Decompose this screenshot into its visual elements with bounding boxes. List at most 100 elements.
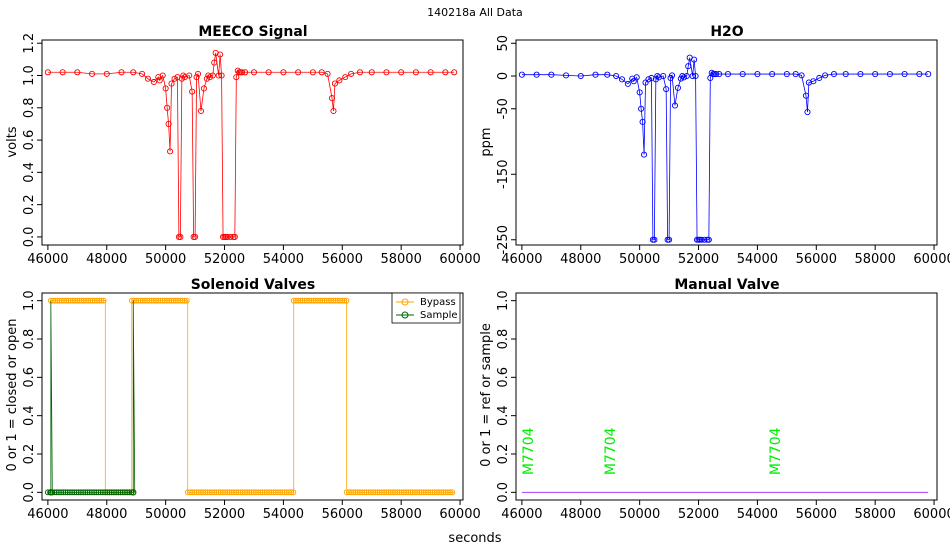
data-point bbox=[343, 297, 350, 304]
data-point bbox=[651, 236, 658, 243]
data-point bbox=[192, 233, 199, 240]
data-point bbox=[165, 120, 172, 127]
data-point bbox=[227, 233, 234, 240]
x-tick-label: 46000 bbox=[501, 507, 542, 522]
data-point bbox=[209, 72, 216, 79]
data-point bbox=[164, 104, 171, 111]
data-point bbox=[412, 69, 419, 76]
figure-xlabel: seconds bbox=[448, 531, 501, 546]
data-point bbox=[685, 63, 692, 70]
data-point bbox=[679, 72, 686, 80]
y-axis-label: 0 or 1 = closed or open bbox=[5, 318, 20, 471]
figure-suptitle: 140218a All Data bbox=[427, 6, 523, 19]
x-tick-label: 48000 bbox=[86, 252, 127, 267]
data-point bbox=[816, 74, 823, 82]
plot-area: 46000 48000 50000 52000 54000 56000 58000 60000… bbox=[496, 35, 950, 267]
data-point bbox=[383, 69, 390, 76]
data-point bbox=[318, 69, 325, 76]
x-tick-label: 52000 bbox=[678, 252, 719, 267]
y-tick-label: -250 bbox=[496, 225, 511, 255]
data-point bbox=[88, 70, 96, 77]
plot-area: 46000 48000 50000 52000 54000 56000 58000 60000… bbox=[22, 290, 481, 522]
y-tick-label: 0.2 bbox=[22, 194, 37, 215]
data-point bbox=[916, 71, 923, 78]
data-point bbox=[200, 85, 207, 92]
data-point bbox=[592, 71, 599, 78]
data-point bbox=[842, 71, 849, 78]
series-line-bypass bbox=[50, 300, 455, 493]
data-point bbox=[288, 489, 295, 496]
data-point bbox=[171, 75, 178, 82]
panel-title: MEECO Signal bbox=[198, 24, 307, 40]
legend: Bypass Sample bbox=[391, 292, 461, 324]
data-point bbox=[162, 85, 169, 92]
data-point bbox=[674, 84, 681, 91]
y-axis-label: 0 or 1 = ref or sample bbox=[479, 323, 494, 467]
x-tick-label: 56000 bbox=[322, 507, 363, 522]
x-tick-label: 60000 bbox=[913, 507, 950, 522]
data-point bbox=[231, 233, 238, 240]
series-line-h2o bbox=[521, 57, 929, 241]
y-tick-label: 0.0 bbox=[22, 482, 37, 503]
y-tick-label: 0.6 bbox=[22, 130, 37, 151]
x-tick-label: 60000 bbox=[439, 507, 480, 522]
data-point bbox=[193, 74, 200, 81]
data-point bbox=[692, 72, 699, 80]
data-point bbox=[639, 118, 646, 125]
data-point bbox=[156, 77, 163, 84]
data-point bbox=[577, 72, 584, 80]
meeco-signal-panel: MEECO Signal volts 46000 48000 50000 52000 5… bbox=[5, 24, 481, 267]
data-point bbox=[447, 489, 454, 496]
y-tick-label: 0.4 bbox=[22, 405, 37, 426]
data-point bbox=[804, 108, 811, 116]
y-tick-label: 0.0 bbox=[496, 482, 511, 503]
data-point bbox=[224, 233, 231, 240]
data-point bbox=[217, 51, 224, 58]
x-tick-label: 52000 bbox=[204, 507, 245, 522]
series-line-sample bbox=[47, 300, 136, 493]
y-tick-label: 0.6 bbox=[22, 367, 37, 388]
legend-bypass-marker bbox=[401, 298, 409, 306]
data-point bbox=[328, 95, 336, 102]
data-point bbox=[250, 69, 258, 76]
data-point bbox=[451, 69, 458, 76]
x-tick-label: 50000 bbox=[145, 507, 186, 522]
data-point bbox=[295, 69, 302, 76]
x-tick-label: 54000 bbox=[737, 252, 778, 267]
y-tick-label: 0.4 bbox=[22, 162, 37, 183]
panel-title: Manual Valve bbox=[674, 277, 779, 293]
y-tick-label: 0 bbox=[496, 72, 511, 80]
y-tick-label: 0.4 bbox=[496, 405, 511, 426]
x-tick-label: 50000 bbox=[145, 252, 186, 267]
data-point bbox=[239, 69, 246, 76]
data-point bbox=[548, 71, 555, 78]
annotation-label: M7704 bbox=[603, 427, 619, 475]
x-tick-label: 54000 bbox=[737, 507, 778, 522]
x-tick-label: 52000 bbox=[204, 252, 245, 267]
data-point bbox=[754, 71, 761, 78]
data-point bbox=[449, 489, 456, 496]
data-point bbox=[280, 69, 287, 76]
x-tick-label: 60000 bbox=[913, 252, 950, 267]
data-point bbox=[139, 70, 146, 77]
y-tick-label: 1.0 bbox=[22, 290, 37, 311]
data-point bbox=[648, 74, 655, 82]
data-point bbox=[348, 70, 355, 77]
solenoid-valves-panel: Solenoid Valves 0 or 1 = closed or open … bbox=[5, 277, 481, 522]
data-point bbox=[206, 74, 213, 81]
data-point bbox=[518, 71, 525, 78]
data-point bbox=[168, 80, 175, 87]
data-point bbox=[713, 71, 720, 78]
data-point bbox=[150, 78, 157, 86]
data-point bbox=[533, 71, 540, 78]
data-point bbox=[47, 489, 55, 496]
data-point bbox=[630, 78, 637, 85]
data-point bbox=[822, 72, 829, 79]
legend-bypass-label: Bypass bbox=[420, 297, 456, 308]
data-point bbox=[59, 69, 66, 76]
y-axis-label: ppm bbox=[479, 127, 494, 156]
data-point bbox=[183, 297, 190, 304]
data-point bbox=[74, 69, 81, 76]
data-point bbox=[886, 71, 893, 78]
